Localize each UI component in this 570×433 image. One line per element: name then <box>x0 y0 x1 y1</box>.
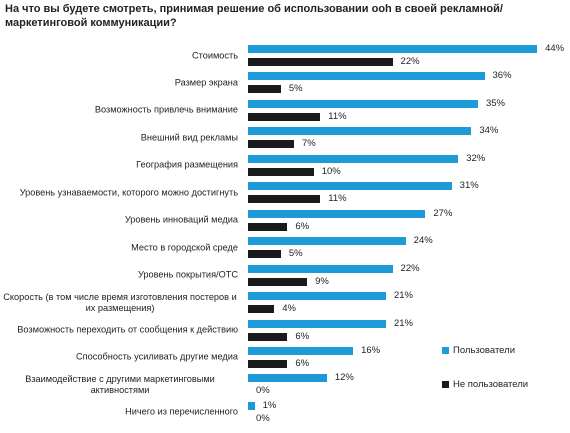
bar <box>248 332 288 341</box>
bar <box>248 154 459 163</box>
bar <box>248 305 275 314</box>
chart-title: На что вы будете смотреть, принимая реше… <box>5 3 503 29</box>
category-label: Уровень узнаваемости, которого можно дос… <box>19 187 238 198</box>
value-label: 6% <box>295 330 310 342</box>
value-label: 16% <box>361 344 381 356</box>
value-label: 34% <box>479 125 499 137</box>
value-label: 36% <box>492 70 512 82</box>
category-label-box: Возможность переходить от сообщения к де… <box>2 325 238 336</box>
bar <box>248 45 538 53</box>
category-label: Ничего из перечисленного <box>125 406 238 417</box>
bar <box>248 346 354 355</box>
bar <box>248 72 485 81</box>
category-label-box: Возможность привлечь внимание <box>2 105 238 116</box>
bar <box>248 359 288 368</box>
value-label: 5% <box>288 248 303 260</box>
legend-label: Пользователи <box>453 345 516 356</box>
value-label: 22% <box>400 56 420 67</box>
bar <box>248 250 281 259</box>
bar <box>248 182 452 191</box>
value-label: 11% <box>328 193 347 205</box>
category-label-box: Способность усиливать другие медиа <box>2 352 238 363</box>
category-label: Возможность переходить от сообщения к де… <box>17 324 238 335</box>
category-label: Внешний вид рекламы <box>140 132 238 143</box>
bar <box>248 374 327 383</box>
value-label: 21% <box>393 317 413 329</box>
bar <box>248 237 406 246</box>
category-label: Стоимость <box>192 50 238 60</box>
category-label-box: Ничего из перечисленного <box>2 407 238 418</box>
category-label-box: Скорость (в том числе время изготовления… <box>2 292 238 314</box>
category-label: Размер экрана <box>174 77 238 88</box>
bar <box>248 58 393 66</box>
value-label: 6% <box>295 357 310 369</box>
bar <box>248 222 288 231</box>
bar <box>248 277 308 286</box>
value-label: 44% <box>545 43 565 54</box>
value-label: 0% <box>256 385 270 397</box>
legend-label: Не пользователи <box>453 379 529 390</box>
legend-swatch <box>442 381 449 388</box>
bar <box>248 195 321 204</box>
category-label: Уровень покрытия/OTC <box>137 269 238 280</box>
legend-swatch <box>442 347 449 354</box>
value-label: 9% <box>315 275 329 287</box>
value-label: 21% <box>393 290 413 302</box>
category-label-box: Стоимость <box>2 50 238 61</box>
category-label: Взаимодействие с другими маркетинговыми … <box>25 373 215 395</box>
category-label: Возможность привлечь внимание <box>94 104 238 115</box>
category-label: Уровень инноваций медиа <box>124 214 238 225</box>
value-label: 7% <box>301 138 316 150</box>
value-label: 22% <box>400 262 420 274</box>
bar <box>248 264 393 273</box>
bar <box>248 401 255 410</box>
category-label-box: Место в городской среде <box>2 242 238 253</box>
value-label: 31% <box>459 180 479 192</box>
value-label: 10% <box>321 165 341 177</box>
value-label: 11% <box>328 110 347 122</box>
value-label: 4% <box>282 303 296 315</box>
category-label-box: Взаимодействие с другими маркетинговыми … <box>2 374 238 396</box>
category-label: Место в городской среде <box>131 242 238 253</box>
value-label: 0% <box>256 412 270 424</box>
bar <box>248 292 386 301</box>
category-label-box: Внешний вид рекламы <box>2 132 238 143</box>
category-label-box: Уровень узнаваемости, которого можно дос… <box>2 187 238 198</box>
category-label: Способность усиливать другие медиа <box>76 351 238 362</box>
value-label: 27% <box>433 207 453 219</box>
bar <box>248 140 294 149</box>
bar <box>248 112 321 121</box>
bar <box>248 209 426 218</box>
value-label: 35% <box>485 97 505 109</box>
category-label-box: Уровень покрытия/OTC <box>2 270 238 281</box>
bar <box>248 319 386 328</box>
category-label-box: Уровень инноваций медиа <box>2 215 238 226</box>
bar <box>248 127 472 136</box>
value-label: 32% <box>466 152 486 164</box>
bar <box>248 167 314 176</box>
value-label: 6% <box>295 220 310 232</box>
category-label-box: Размер экрана <box>2 77 238 88</box>
value-label: 5% <box>288 83 303 95</box>
bar <box>248 85 281 94</box>
category-label-box: География размещения <box>2 160 238 171</box>
category-label: Скорость (в том числе время изготовления… <box>3 291 237 313</box>
bar <box>248 99 478 108</box>
value-label: 12% <box>334 372 354 384</box>
value-label: 1% <box>262 399 277 411</box>
category-label: География размещения <box>136 159 238 170</box>
value-label: 24% <box>413 235 433 247</box>
